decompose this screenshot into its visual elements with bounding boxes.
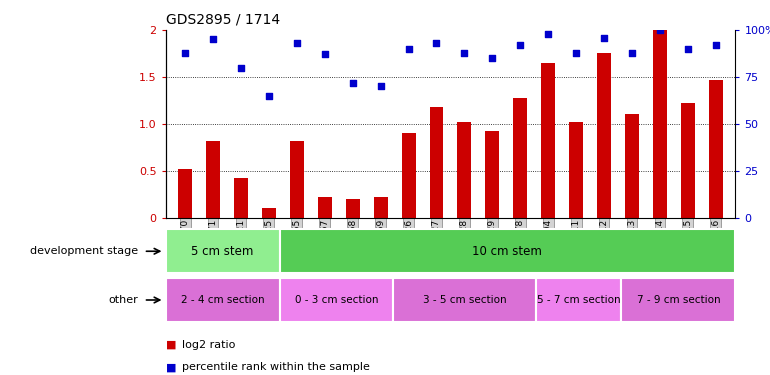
Point <box>514 42 527 48</box>
Text: 3 - 5 cm section: 3 - 5 cm section <box>423 295 507 305</box>
Bar <box>262 208 276 218</box>
Point <box>542 31 554 37</box>
Bar <box>597 54 611 217</box>
Bar <box>234 178 248 218</box>
Point <box>235 64 247 70</box>
Point <box>403 46 415 52</box>
Point <box>263 93 275 99</box>
Text: 5 - 7 cm section: 5 - 7 cm section <box>537 295 621 305</box>
Text: GDS2895 / 1714: GDS2895 / 1714 <box>166 12 280 26</box>
Point <box>654 27 666 33</box>
Bar <box>318 197 332 217</box>
Point <box>458 50 470 55</box>
FancyBboxPatch shape <box>393 278 536 322</box>
FancyBboxPatch shape <box>621 278 735 322</box>
Bar <box>373 197 387 217</box>
Text: percentile rank within the sample: percentile rank within the sample <box>182 363 370 372</box>
Bar <box>569 122 583 218</box>
Bar <box>346 199 360 217</box>
Point <box>179 50 191 55</box>
Point <box>207 36 219 42</box>
Bar <box>290 141 304 218</box>
Bar <box>653 30 667 217</box>
Point <box>598 34 611 40</box>
Point <box>430 40 443 46</box>
Text: 2 - 4 cm section: 2 - 4 cm section <box>181 295 264 305</box>
Bar <box>625 114 639 218</box>
Bar <box>178 169 192 217</box>
Bar <box>485 131 499 218</box>
Point <box>374 83 387 89</box>
FancyBboxPatch shape <box>166 229 280 273</box>
FancyBboxPatch shape <box>280 278 393 322</box>
Point <box>626 50 638 55</box>
Bar <box>514 98 527 218</box>
FancyBboxPatch shape <box>280 229 735 273</box>
FancyBboxPatch shape <box>536 278 621 322</box>
Point <box>346 80 359 86</box>
Point <box>570 50 582 55</box>
Point <box>710 42 722 48</box>
Bar <box>430 107 444 218</box>
Text: 0 - 3 cm section: 0 - 3 cm section <box>295 295 378 305</box>
Bar <box>681 103 695 218</box>
Point <box>486 55 498 61</box>
Bar <box>541 63 555 217</box>
Point <box>681 46 694 52</box>
Bar <box>709 80 723 218</box>
FancyBboxPatch shape <box>166 278 280 322</box>
Text: 5 cm stem: 5 cm stem <box>191 245 254 258</box>
Point <box>290 40 303 46</box>
Point <box>319 51 331 57</box>
Text: development stage: development stage <box>31 246 139 256</box>
Text: other: other <box>109 295 139 305</box>
Text: ■: ■ <box>166 340 176 350</box>
Text: ■: ■ <box>166 363 176 372</box>
Bar <box>457 122 471 218</box>
Text: 7 - 9 cm section: 7 - 9 cm section <box>637 295 720 305</box>
Text: log2 ratio: log2 ratio <box>182 340 236 350</box>
Bar <box>206 141 220 218</box>
Text: 10 cm stem: 10 cm stem <box>473 245 542 258</box>
Bar <box>402 133 416 218</box>
